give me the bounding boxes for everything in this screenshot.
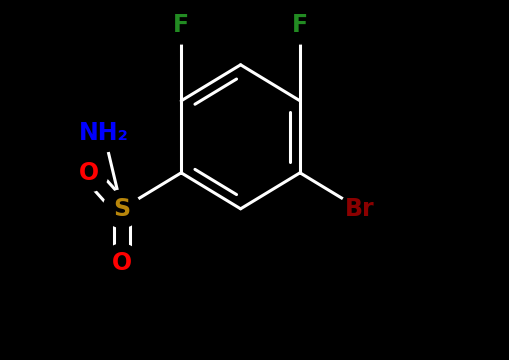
Circle shape (281, 6, 318, 44)
Circle shape (85, 114, 122, 152)
Circle shape (162, 6, 200, 44)
Circle shape (340, 190, 377, 228)
Text: F: F (291, 13, 307, 37)
Text: F: F (173, 13, 189, 37)
Circle shape (103, 244, 140, 282)
Text: O: O (79, 161, 99, 185)
Text: O: O (111, 251, 132, 275)
Circle shape (71, 154, 108, 192)
Circle shape (103, 190, 140, 228)
Text: S: S (113, 197, 130, 221)
Text: NH₂: NH₂ (79, 121, 128, 145)
Text: Br: Br (344, 197, 374, 221)
